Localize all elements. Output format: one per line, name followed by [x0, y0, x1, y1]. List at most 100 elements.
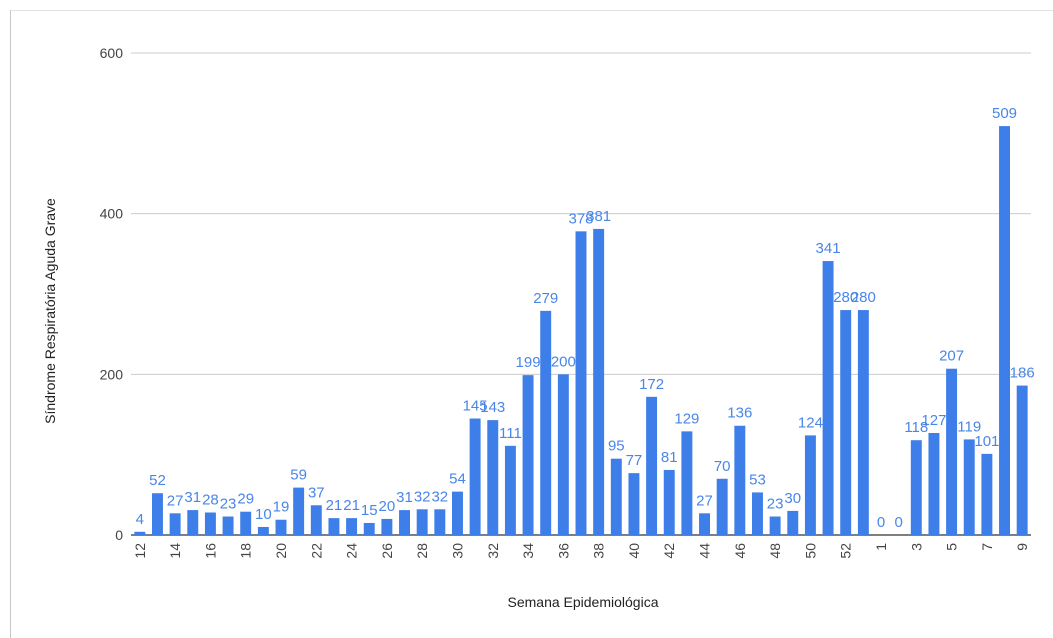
bar-week-45-33 — [716, 478, 728, 535]
data-label: 77 — [626, 452, 643, 469]
data-label: 127 — [921, 412, 946, 429]
data-label: 27 — [167, 492, 184, 509]
bar-week-25-13 — [363, 522, 375, 535]
bar-week-3-44 — [910, 440, 922, 535]
data-label: 32 — [414, 488, 431, 505]
data-label: 279 — [533, 290, 558, 307]
data-label: 59 — [290, 467, 307, 484]
bar-week-36-24 — [557, 374, 569, 535]
data-label: 95 — [608, 438, 625, 455]
data-label: 70 — [714, 458, 731, 475]
data-label: 31 — [184, 489, 201, 506]
bar-week-29-17 — [434, 509, 446, 535]
bar-week-30-18 — [452, 491, 463, 535]
x-tick-label: 18 — [238, 543, 254, 559]
bar-week-7-48 — [981, 453, 993, 535]
data-label: 509 — [992, 105, 1017, 122]
x-tick-label: 44 — [697, 543, 713, 559]
data-label: 19 — [273, 499, 290, 516]
bar-week-50-38 — [804, 435, 816, 535]
x-tick-label: 16 — [202, 543, 218, 559]
x-tick-label: 7 — [979, 543, 995, 551]
data-label: 101 — [974, 433, 999, 450]
bar-week-15-3 — [187, 510, 199, 535]
bar-week-40-28 — [628, 473, 640, 535]
bar-week-44-32 — [699, 513, 710, 535]
bar-week-26-14 — [381, 518, 393, 535]
bar-week-9-50 — [1016, 385, 1028, 535]
data-label: 118 — [904, 419, 928, 436]
bar-week-17-5 — [222, 516, 234, 535]
data-label: 143 — [480, 399, 505, 416]
bar-week-53-41 — [857, 310, 869, 535]
data-label: 111 — [499, 425, 522, 442]
bar-week-41-29 — [646, 396, 658, 535]
data-label: 0 — [877, 514, 885, 531]
bar-week-6-47 — [963, 439, 975, 535]
bar-week-19-7 — [257, 526, 269, 535]
bar-week-48-36 — [769, 516, 781, 535]
data-label: 378 — [568, 210, 593, 227]
data-label: 10 — [255, 506, 272, 523]
bar-week-20-8 — [275, 519, 287, 535]
data-label: 23 — [220, 496, 237, 513]
data-label: 23 — [767, 496, 784, 513]
bar-week-42-30 — [663, 469, 675, 535]
x-tick-label: 26 — [379, 543, 395, 559]
bar-week-12-0 — [134, 531, 146, 535]
bar-week-18-6 — [240, 511, 252, 535]
data-label: 136 — [727, 405, 752, 422]
bar-week-49-37 — [787, 510, 799, 535]
x-tick-label: 48 — [767, 543, 783, 559]
data-label: 381 — [586, 208, 611, 225]
data-label: 129 — [674, 410, 699, 427]
data-label: 15 — [361, 502, 378, 519]
x-tick-label: 42 — [661, 543, 677, 559]
bar-week-21-9 — [293, 487, 305, 535]
x-axis-title: Semana Epidemiológica — [508, 594, 659, 610]
bar-week-24-12 — [346, 518, 358, 535]
data-label: 21 — [343, 497, 360, 514]
x-tick-label: 5 — [944, 543, 960, 551]
bar-week-13-1 — [152, 493, 163, 535]
data-label: 37 — [308, 484, 325, 501]
x-tick-label: 20 — [273, 543, 289, 559]
bar-week-39-27 — [610, 458, 622, 535]
bar-week-47-35 — [752, 492, 763, 535]
x-tick-label: 52 — [838, 543, 854, 559]
data-label: 52 — [149, 472, 166, 489]
bar-week-46-34 — [734, 425, 746, 535]
x-tick-label: 38 — [591, 543, 607, 559]
x-tick-label: 36 — [555, 543, 571, 559]
x-tick-label: 40 — [626, 543, 642, 559]
data-label: 207 — [939, 348, 964, 365]
bar-week-43-31 — [681, 431, 693, 535]
data-label: 341 — [816, 240, 841, 257]
chart-frame: 0 200 400 600 12 14 16 18 20 22 24 26 28 30 32 34 36 38 4… — [10, 10, 1053, 638]
data-label: 32 — [431, 488, 448, 505]
data-label: 119 — [957, 418, 981, 435]
data-label: 54 — [449, 471, 466, 488]
data-label: 124 — [798, 414, 823, 431]
data-label: 280 — [833, 289, 858, 306]
data-label: 4 — [136, 511, 144, 528]
data-label: 172 — [639, 376, 664, 393]
x-tick-label: 1 — [873, 543, 889, 551]
bar-week-32-20 — [487, 420, 499, 535]
data-label: 199 — [516, 354, 541, 371]
data-label: 200 — [551, 353, 576, 370]
bar-week-22-10 — [310, 505, 322, 535]
data-label: 28 — [202, 492, 219, 509]
x-tick-label: 46 — [732, 543, 748, 559]
bar-week-28-16 — [416, 509, 428, 535]
y-tick-label: 400 — [100, 206, 124, 222]
bar-week-14-2 — [169, 513, 181, 535]
x-tick-label: 9 — [1014, 543, 1030, 551]
x-tick-label: 12 — [132, 543, 148, 559]
bar-week-31-19 — [469, 418, 481, 535]
bar-week-51-39 — [822, 261, 834, 535]
data-label: 27 — [696, 492, 713, 509]
data-label: 21 — [326, 497, 343, 514]
